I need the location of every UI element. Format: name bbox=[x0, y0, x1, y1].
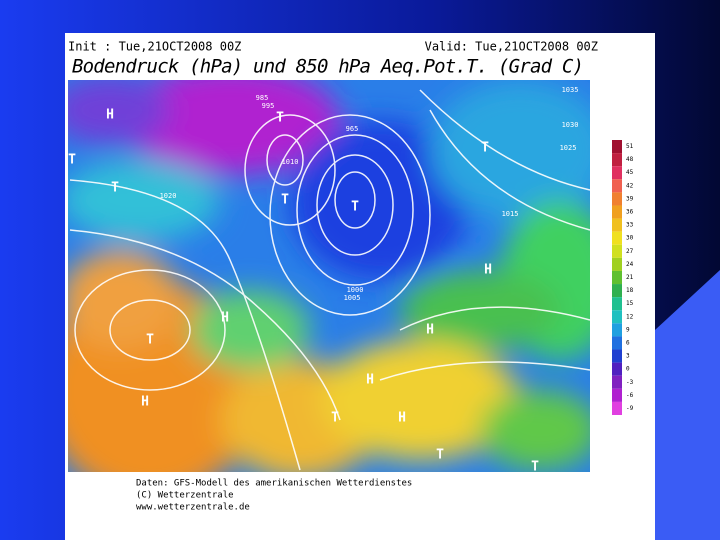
map-label: 995 bbox=[262, 102, 275, 110]
legend-label: 12 bbox=[626, 313, 634, 320]
legend-swatch bbox=[612, 323, 622, 337]
map-label: 1030 bbox=[562, 121, 579, 129]
legend-swatch bbox=[612, 153, 622, 167]
map-label: 965 bbox=[346, 125, 359, 133]
legend-swatch bbox=[612, 192, 622, 206]
map-label: T bbox=[331, 411, 339, 426]
map-label: 1015 bbox=[502, 210, 519, 218]
legend-swatch bbox=[612, 362, 622, 376]
legend-label: 3 bbox=[626, 353, 630, 360]
legend-label: 27 bbox=[626, 248, 634, 255]
map-label: T bbox=[68, 153, 76, 168]
map-label: T bbox=[276, 111, 284, 126]
map-label: T bbox=[146, 333, 154, 348]
map-label: 1010 bbox=[282, 158, 299, 166]
legend-label: 15 bbox=[626, 300, 634, 307]
legend-label: 48 bbox=[626, 156, 634, 163]
legend-label: 0 bbox=[626, 366, 630, 373]
legend-label: 21 bbox=[626, 274, 634, 281]
map-label: H bbox=[426, 323, 434, 338]
map-label: H bbox=[366, 373, 374, 388]
map-label: H bbox=[398, 411, 406, 426]
map-label: T bbox=[111, 181, 119, 196]
legend-swatch bbox=[612, 270, 622, 285]
legend-label: 45 bbox=[626, 169, 634, 176]
legend-swatch bbox=[612, 205, 622, 219]
legend-swatch bbox=[612, 218, 622, 232]
legend-swatch bbox=[612, 336, 622, 350]
legend-swatch bbox=[612, 401, 622, 415]
legend-swatch bbox=[612, 284, 622, 298]
legend-label: -9 bbox=[626, 405, 634, 412]
legend-label: 51 bbox=[626, 143, 634, 150]
legend-label: -3 bbox=[626, 379, 634, 386]
map-label: 1005 bbox=[344, 294, 361, 302]
map: H T T T T T H T H H T H T H H T T 1035 1030 1025 1020 1015 101… bbox=[68, 80, 590, 475]
footer-line: Daten: GFS-Modell des amerikanischen Wet… bbox=[136, 479, 412, 489]
legend-label: 30 bbox=[626, 235, 634, 242]
init-text: Init : Tue,21OCT2008 00Z bbox=[68, 40, 241, 54]
map-label: 1035 bbox=[562, 86, 579, 94]
legend-swatch bbox=[612, 297, 622, 311]
footer-line: (C) Wetterzentrale bbox=[136, 491, 234, 501]
map-label: 985 bbox=[256, 94, 269, 102]
map-label: 1020 bbox=[160, 192, 177, 200]
map-label: T bbox=[481, 141, 489, 156]
map-label: H bbox=[106, 108, 114, 123]
legend-swatch bbox=[612, 244, 622, 258]
valid-text: Valid: Tue,21OCT2008 00Z bbox=[425, 40, 598, 54]
legend-label: 33 bbox=[626, 222, 634, 229]
legend-label: 24 bbox=[626, 261, 634, 268]
legend-swatch bbox=[612, 166, 622, 180]
legend-swatch bbox=[612, 375, 622, 389]
legend-label: 42 bbox=[626, 182, 634, 189]
legend-swatch bbox=[612, 140, 622, 154]
map-label: 1025 bbox=[560, 144, 577, 152]
map-label: T bbox=[281, 193, 289, 208]
legend-label: 9 bbox=[626, 326, 630, 333]
legend-swatch bbox=[612, 349, 622, 363]
legend-label: -6 bbox=[626, 392, 634, 399]
legend-swatch bbox=[612, 310, 622, 324]
map-title: Bodendruck (hPa) und 850 hPa Aeq.Pot.T. … bbox=[72, 56, 584, 78]
map-label: H bbox=[141, 395, 149, 410]
map-label: H bbox=[221, 311, 229, 326]
map-label: T bbox=[531, 460, 539, 475]
map-label: H bbox=[484, 263, 492, 278]
legend-label: 6 bbox=[626, 339, 630, 346]
legend-label: 39 bbox=[626, 195, 634, 202]
legend-swatch bbox=[612, 179, 622, 193]
legend-swatch bbox=[612, 388, 622, 402]
legend-label: 36 bbox=[626, 209, 634, 216]
map-label: T bbox=[436, 448, 444, 463]
decor-shape bbox=[655, 270, 720, 540]
footer-line: www.wetterzentrale.de bbox=[136, 503, 250, 513]
legend-swatch bbox=[612, 257, 622, 271]
map-label: 1000 bbox=[347, 286, 364, 294]
map-label: T bbox=[351, 200, 359, 215]
legend-label: 18 bbox=[626, 287, 634, 294]
legend-swatch bbox=[612, 231, 622, 245]
